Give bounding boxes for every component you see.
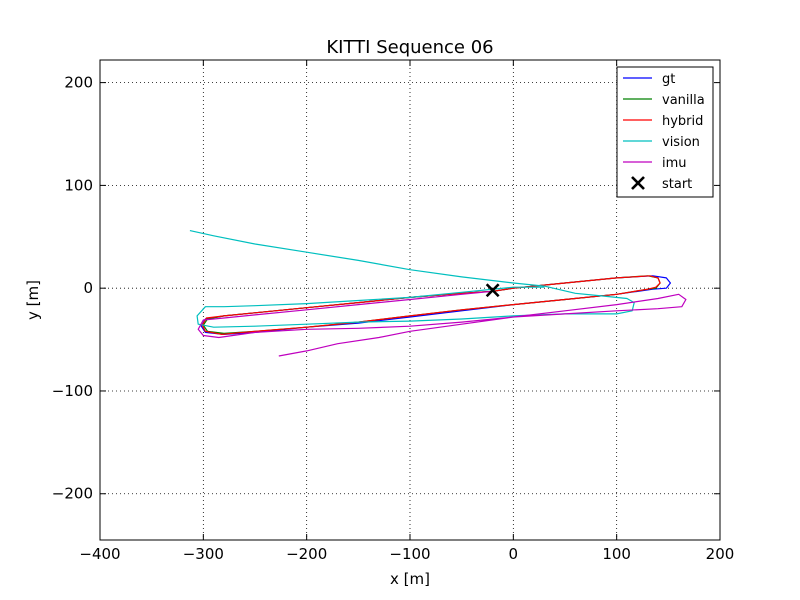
chart-title: KITTI Sequence 06 [326, 37, 493, 58]
legend-label-start: start [662, 177, 692, 192]
legend-swatch-start [631, 176, 645, 190]
legend-box [616, 66, 714, 198]
series-line-imu [197, 290, 687, 357]
legend-label-imu: imu [662, 156, 687, 171]
legend-label-vanilla: vanilla [662, 93, 705, 108]
marker-group [485, 283, 500, 298]
y-tick-label: 200 [64, 74, 93, 92]
marker-start-glyph [485, 283, 500, 298]
y-tick-label: −100 [52, 382, 93, 400]
x-tick-label: 200 [706, 545, 735, 563]
marker-start [485, 283, 500, 298]
x-tick-label: −100 [389, 545, 430, 563]
legend-label-vision: vision [662, 135, 700, 150]
y-tick-label: 100 [64, 176, 93, 194]
series-line-vision [189, 230, 635, 328]
series-line-hybrid [201, 275, 661, 335]
x-tick-label: −200 [286, 545, 327, 563]
x-tick-label: 0 [509, 545, 519, 563]
y-axis-label: y [m] [24, 280, 42, 320]
x-tick-label: 100 [602, 545, 631, 563]
y-tick-label: 0 [83, 279, 93, 297]
axis-ticks: −400 −300 −200 −100 0 100 200 −200 −100 0 100 200 [52, 60, 735, 563]
series-group [189, 230, 687, 357]
x-tick-label: −300 [183, 545, 224, 563]
y-tick-label: −200 [52, 485, 93, 503]
legend: gt vanilla hybrid vision imu start [616, 66, 714, 198]
x-tick-label: −400 [79, 545, 120, 563]
x-axis-label: x [m] [390, 570, 430, 588]
legend-label-gt: gt [662, 72, 675, 87]
legend-label-hybrid: hybrid [662, 114, 703, 129]
